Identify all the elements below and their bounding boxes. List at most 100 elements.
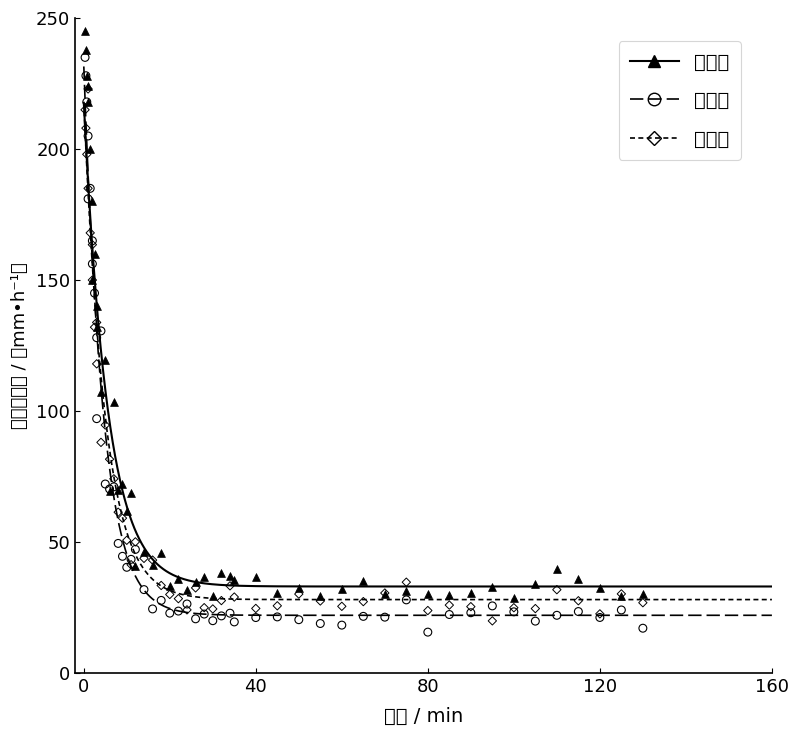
Point: [99, 419, 112, 431]
Point: [594, 612, 606, 624]
Point: [572, 573, 585, 584]
Point: [465, 587, 478, 599]
Point: [90, 358, 103, 370]
Point: [223, 580, 236, 592]
Point: [82, 130, 94, 142]
Point: [507, 606, 520, 618]
Point: [129, 536, 142, 548]
Point: [172, 593, 185, 604]
Point: [94, 325, 107, 337]
Point: [86, 235, 98, 247]
Point: [529, 603, 542, 615]
Point: [572, 606, 585, 618]
Point: [88, 287, 101, 299]
Point: [357, 575, 370, 587]
Point: [103, 453, 116, 465]
Point: [400, 584, 413, 596]
Point: [116, 478, 129, 489]
Legend: 重复一, 重复二, 重复三: 重复一, 重复二, 重复三: [618, 41, 742, 160]
Point: [90, 321, 103, 333]
Point: [250, 612, 262, 624]
Point: [154, 548, 167, 559]
Point: [154, 595, 167, 607]
Point: [172, 605, 185, 617]
Point: [79, 70, 92, 82]
Point: [443, 609, 456, 621]
Point: [112, 537, 125, 549]
Point: [79, 43, 92, 55]
Point: [215, 595, 228, 607]
Point: [271, 600, 284, 612]
Point: [90, 301, 103, 312]
Point: [112, 506, 125, 518]
Point: [198, 571, 210, 583]
Point: [615, 604, 628, 616]
Point: [486, 615, 498, 626]
Point: [107, 397, 120, 408]
Point: [422, 604, 434, 616]
Point: [112, 484, 125, 496]
Point: [86, 273, 98, 285]
Point: [84, 143, 97, 155]
Point: [90, 332, 103, 343]
Point: [103, 486, 116, 497]
Point: [529, 615, 542, 627]
Point: [550, 584, 563, 595]
Point: [223, 607, 236, 619]
Point: [443, 599, 456, 611]
Point: [146, 603, 159, 615]
Point: [138, 584, 150, 595]
Point: [486, 581, 498, 593]
Point: [172, 573, 185, 585]
Point: [154, 579, 167, 591]
Point: [88, 321, 101, 333]
Point: [550, 609, 563, 621]
Point: [228, 616, 241, 628]
Point: [615, 590, 628, 601]
Point: [250, 603, 262, 615]
Point: [125, 486, 138, 498]
Point: [378, 588, 391, 600]
Point: [107, 481, 120, 492]
Point: [293, 581, 306, 593]
Point: [271, 611, 284, 623]
Point: [181, 584, 194, 595]
Point: [378, 587, 391, 599]
Point: [637, 588, 650, 600]
Point: [163, 589, 176, 601]
Point: [529, 578, 542, 590]
Point: [228, 591, 241, 603]
Point: [94, 386, 107, 398]
Point: [215, 610, 228, 622]
Point: [400, 594, 413, 606]
Point: [250, 571, 262, 583]
Point: [206, 590, 219, 602]
Point: [116, 512, 129, 524]
Point: [120, 506, 133, 517]
Point: [572, 595, 585, 607]
Point: [82, 80, 94, 92]
Point: [486, 600, 498, 612]
Point: [293, 588, 306, 600]
Point: [163, 607, 176, 619]
Point: [78, 104, 91, 116]
Point: [163, 581, 176, 593]
Point: [80, 70, 93, 82]
Point: [465, 601, 478, 612]
Point: [594, 608, 606, 620]
Point: [335, 601, 348, 612]
Point: [215, 567, 228, 579]
Point: [206, 615, 219, 626]
Point: [400, 576, 413, 588]
Point: [80, 148, 93, 160]
Point: [206, 603, 219, 615]
X-axis label: 时间 / min: 时间 / min: [384, 707, 463, 726]
Point: [615, 588, 628, 600]
Point: [335, 584, 348, 595]
Point: [507, 602, 520, 614]
Point: [378, 611, 391, 623]
Point: [86, 195, 98, 207]
Point: [223, 570, 236, 581]
Point: [293, 614, 306, 626]
Point: [357, 595, 370, 607]
